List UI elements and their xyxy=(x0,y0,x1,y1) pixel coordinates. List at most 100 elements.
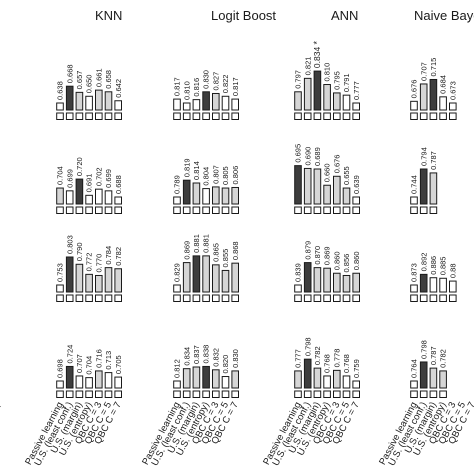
bar-base-marker xyxy=(173,206,181,214)
bar xyxy=(294,91,302,111)
bar xyxy=(212,186,220,205)
bar xyxy=(419,361,428,389)
bar xyxy=(221,269,230,293)
data-label: 0.784 xyxy=(104,246,113,265)
bar xyxy=(65,85,74,111)
bar xyxy=(65,256,74,293)
data-label: 0.715 xyxy=(429,58,438,77)
data-label: 0.791 xyxy=(342,73,351,92)
data-label: 0.787 xyxy=(429,346,438,365)
data-label: 0.688 xyxy=(114,175,123,194)
bar-base-marker xyxy=(313,206,322,214)
bar-base-marker xyxy=(419,206,428,214)
bar xyxy=(303,77,312,111)
bar xyxy=(294,370,302,389)
bar xyxy=(323,375,331,389)
bar-base-marker xyxy=(95,112,103,120)
data-label: 0.830 xyxy=(202,70,211,89)
bar-base-marker xyxy=(173,294,181,302)
bar-base-marker xyxy=(303,112,312,120)
bar-base-marker xyxy=(410,294,418,302)
data-label: 0.810 xyxy=(182,81,191,100)
data-label: 0.869 xyxy=(323,246,332,265)
data-label: 0.759 xyxy=(352,359,361,378)
data-label: 0.798 xyxy=(419,340,428,359)
bar-base-marker xyxy=(352,294,360,302)
bar xyxy=(439,370,447,389)
data-label: 0.707 xyxy=(75,354,84,373)
bar xyxy=(419,273,428,293)
bar-base-marker xyxy=(410,206,418,214)
bar xyxy=(56,284,64,293)
data-label: 0.822 xyxy=(221,74,230,93)
data-label: 0.865 xyxy=(211,243,220,262)
bar-base-marker xyxy=(429,206,438,214)
panel-titles: KNN Logit Boost ANN Naive Baye xyxy=(95,8,474,23)
bar xyxy=(75,375,84,389)
data-label: 0.782 xyxy=(114,247,123,266)
data-label: 0.860 xyxy=(352,251,361,270)
bar-base-marker xyxy=(173,112,181,120)
data-label: 0.716 xyxy=(94,349,103,368)
data-label: 0.668 xyxy=(65,64,74,83)
data-label: 0.698 xyxy=(56,359,65,378)
data-label: 0.812 xyxy=(173,359,182,378)
data-label: 0.834 xyxy=(312,47,322,69)
bar xyxy=(449,280,457,293)
bar xyxy=(192,366,201,389)
bar-base-marker xyxy=(231,390,239,398)
bar xyxy=(429,277,438,293)
data-label: 0.657 xyxy=(75,71,84,90)
data-label: 0.753 xyxy=(56,263,65,282)
bar xyxy=(419,168,428,205)
bar xyxy=(212,369,220,389)
bar-base-marker xyxy=(95,206,103,214)
bar-base-marker xyxy=(439,294,447,302)
bar-base-marker xyxy=(65,206,74,214)
bar-base-marker xyxy=(192,390,201,398)
bar-base-marker xyxy=(313,294,322,302)
data-label: 0.655 xyxy=(342,166,351,185)
bar xyxy=(85,377,93,389)
bar xyxy=(342,187,351,205)
bar xyxy=(333,92,341,111)
bar-base-marker xyxy=(221,390,230,398)
bar xyxy=(95,370,103,389)
bar xyxy=(95,188,103,205)
bar-base-marker xyxy=(182,294,191,302)
data-label: 0.892 xyxy=(419,253,428,272)
bar xyxy=(104,190,113,205)
bar xyxy=(429,367,438,389)
data-label: 0.782 xyxy=(439,349,448,368)
data-label: 0.839 xyxy=(294,263,303,282)
bar xyxy=(221,95,230,111)
bar xyxy=(231,186,239,205)
bar xyxy=(352,102,360,111)
bar-base-marker xyxy=(303,206,312,214)
bar-base-marker xyxy=(173,390,181,398)
bar xyxy=(65,190,74,205)
data-label: 0.704 xyxy=(85,356,94,375)
data-label: 0.768 xyxy=(342,354,351,373)
bar xyxy=(352,272,360,293)
bar-base-marker xyxy=(294,294,302,302)
bar-base-marker xyxy=(212,112,220,120)
bar-base-marker xyxy=(85,112,93,120)
data-label: 0.820 xyxy=(221,355,230,374)
data-label: 0.834 xyxy=(182,347,191,366)
bar xyxy=(202,365,210,389)
bar xyxy=(182,102,191,111)
bar xyxy=(221,376,230,389)
bar xyxy=(342,94,351,111)
bar-base-marker xyxy=(342,390,351,398)
bar-base-marker xyxy=(114,390,123,398)
bar xyxy=(410,380,418,389)
data-label: 0.829 xyxy=(173,263,182,282)
